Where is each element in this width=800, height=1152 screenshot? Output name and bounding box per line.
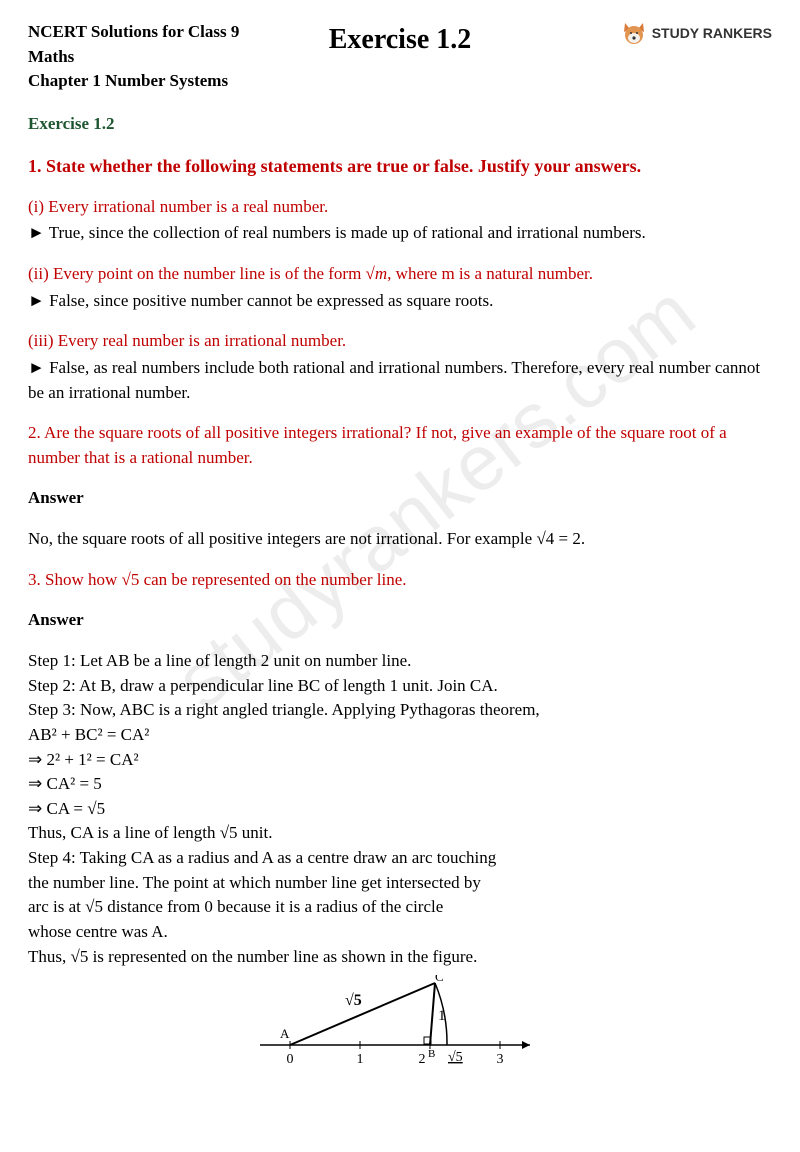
q3-eq1: AB² + BC² = CA²	[28, 723, 772, 748]
label-hyp: √5	[345, 992, 362, 1009]
q1-ii-question: (ii) Every point on the number line is o…	[28, 262, 772, 287]
q3-step4d: whose centre was A.	[28, 920, 772, 945]
logo-text: STUDY RANKERS	[652, 23, 772, 43]
label-root: √5	[448, 1050, 463, 1065]
label-side: 1	[438, 1008, 446, 1024]
q2-prompt: 2. Are the square roots of all positive …	[28, 421, 772, 470]
q1-prompt: 1. State whether the following statement…	[28, 153, 772, 179]
q3-eq3: ⇒ CA² = 5	[28, 772, 772, 797]
q1-iii-question: (iii) Every real number is an irrational…	[28, 329, 772, 354]
q1-ii-answer: ► False, since positive number cannot be…	[28, 289, 772, 314]
page-title: Exercise 1.2	[276, 20, 524, 61]
q3-eq2: ⇒ 2² + 1² = CA²	[28, 748, 772, 773]
q3-step4c: arc is at √5 distance from 0 because it …	[28, 895, 772, 920]
q1-i-question: (i) Every irrational number is a real nu…	[28, 195, 772, 220]
q2-answer-label: Answer	[28, 486, 772, 511]
label-A: A	[280, 1026, 290, 1041]
q3-step4b: the number line. The point at which numb…	[28, 871, 772, 896]
label-C: C	[435, 975, 444, 984]
tick-2: 2	[419, 1052, 426, 1067]
brand-logo: STUDY RANKERS	[524, 20, 772, 54]
header-line1: NCERT Solutions for Class 9 Maths	[28, 20, 276, 69]
fox-icon	[621, 20, 647, 46]
header-left: NCERT Solutions for Class 9 Maths Chapte…	[28, 20, 276, 94]
q3-step1: Step 1: Let AB be a line of length 2 uni…	[28, 649, 772, 674]
number-line-diagram: 0 1 2 3 A B C √5 1 √5	[28, 975, 772, 1078]
q3-answer-label: Answer	[28, 608, 772, 633]
q3-step4a: Step 4: Taking CA as a radius and A as a…	[28, 846, 772, 871]
q3-step3: Step 3: Now, ABC is a right angled trian…	[28, 698, 772, 723]
q3-step2: Step 2: At B, draw a perpendicular line …	[28, 674, 772, 699]
q1-iii-answer: ► False, as real numbers include both ra…	[28, 356, 772, 405]
q2-answer: No, the square roots of all positive int…	[28, 527, 772, 552]
tick-3: 3	[497, 1052, 504, 1067]
header-line2: Chapter 1 Number Systems	[28, 69, 276, 94]
tick-0: 0	[287, 1052, 294, 1067]
q3-prompt: 3. Show how √5 can be represented on the…	[28, 568, 772, 593]
page-header: NCERT Solutions for Class 9 Maths Chapte…	[28, 20, 772, 94]
q3-eq4: ⇒ CA = √5	[28, 797, 772, 822]
tick-1: 1	[357, 1052, 364, 1067]
exercise-heading: Exercise 1.2	[28, 112, 772, 137]
q3-thus2: Thus, √5 is represented on the number li…	[28, 945, 772, 970]
label-B: B	[428, 1048, 435, 1060]
q3-thus1: Thus, CA is a line of length √5 unit.	[28, 821, 772, 846]
q1-i-answer: ► True, since the collection of real num…	[28, 221, 772, 246]
